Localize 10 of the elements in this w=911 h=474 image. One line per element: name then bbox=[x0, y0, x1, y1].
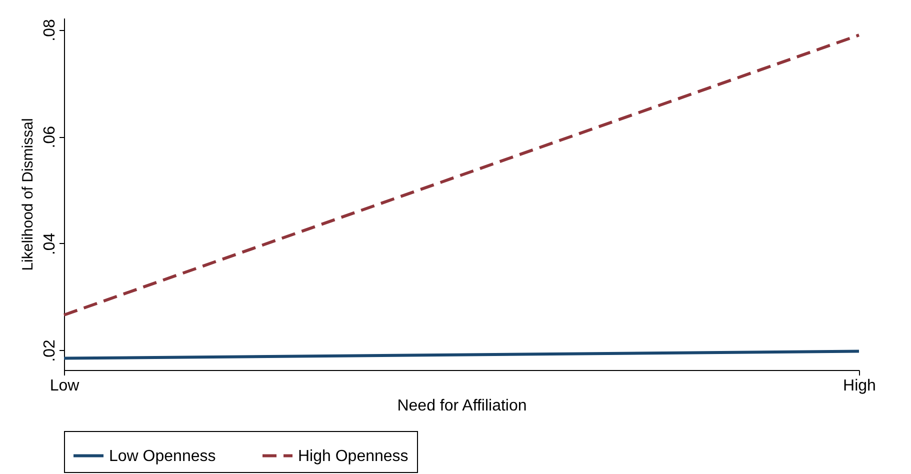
x-tick-label: Low bbox=[50, 378, 80, 394]
y-tick-label: .08 bbox=[42, 19, 58, 42]
x-axis-title: Need for Affiliation bbox=[397, 398, 527, 414]
legend-label: Low Openness bbox=[109, 448, 216, 465]
y-axis-title: Likelihood of Dismissal bbox=[20, 118, 36, 271]
y-tick-label: .04 bbox=[42, 232, 58, 256]
y-tick-label: .02 bbox=[42, 340, 58, 362]
y-tick-label: .06 bbox=[42, 126, 58, 148]
legend-label: High Openness bbox=[298, 448, 408, 465]
x-tick-label: High bbox=[843, 378, 876, 394]
